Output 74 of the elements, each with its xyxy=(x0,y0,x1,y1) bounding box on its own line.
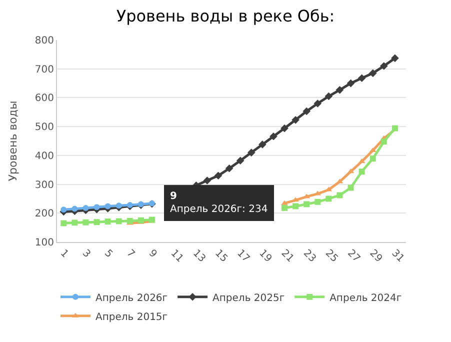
y-tick-label: 200 xyxy=(34,208,54,220)
x-tick-label: 31 xyxy=(389,248,406,265)
point xyxy=(380,138,387,145)
point xyxy=(104,203,111,210)
x-tick-label: 7 xyxy=(124,248,137,260)
point xyxy=(380,62,388,70)
point xyxy=(60,220,67,226)
y-tick-label: 300 xyxy=(34,180,54,191)
point xyxy=(94,219,100,226)
x-tick-label: 19 xyxy=(256,248,274,265)
x-tick-label: 23 xyxy=(300,248,318,265)
point xyxy=(270,132,278,140)
x-tick-label: 9 xyxy=(146,248,159,260)
point xyxy=(304,201,310,208)
x-tick-label: 15 xyxy=(212,248,230,265)
point xyxy=(314,198,321,205)
y-tick-label: 400 xyxy=(34,150,54,162)
legend-label: Апрель 2024г xyxy=(330,292,402,304)
x-tick-label: 13 xyxy=(190,248,208,265)
point xyxy=(292,116,300,124)
x-tick-label: 3 xyxy=(80,248,92,260)
point xyxy=(358,74,366,82)
point xyxy=(247,148,256,156)
point xyxy=(203,176,212,184)
y-tick-label: 100 xyxy=(34,238,54,248)
point xyxy=(358,168,365,175)
y-tick-label: 600 xyxy=(34,93,54,104)
point xyxy=(292,203,299,210)
y-tick-label: 500 xyxy=(34,122,54,134)
x-tick-label: 27 xyxy=(345,248,362,265)
point xyxy=(60,206,67,213)
point xyxy=(94,204,100,210)
point xyxy=(326,196,332,202)
point xyxy=(82,219,89,226)
point xyxy=(116,218,122,224)
legend-label: Апрель 2026г xyxy=(96,292,168,304)
x-tick-label: 11 xyxy=(168,248,186,265)
point xyxy=(126,218,133,224)
legend-label: Апрель 2015г xyxy=(96,312,168,323)
legend-label: Апрель 2025г xyxy=(212,292,285,304)
point xyxy=(280,124,288,132)
point xyxy=(368,69,377,78)
point xyxy=(258,140,266,148)
annotation: Апрель 2026г: 234 xyxy=(170,204,268,215)
point xyxy=(104,218,111,225)
point xyxy=(336,192,343,198)
point xyxy=(214,172,222,180)
annotation: 9 xyxy=(170,191,177,202)
point xyxy=(116,202,122,209)
point xyxy=(348,184,354,191)
x-tick-label: 5 xyxy=(102,248,114,260)
point xyxy=(82,204,89,211)
point xyxy=(336,86,344,94)
chart-title: Уровень воды в реке Обь: xyxy=(116,6,335,26)
x-tick-label: 25 xyxy=(323,248,340,265)
point xyxy=(314,100,322,108)
y-tick-label: 800 xyxy=(34,36,54,46)
point xyxy=(72,220,78,226)
point xyxy=(236,156,244,165)
point xyxy=(282,204,288,211)
point xyxy=(302,107,310,116)
x-tick-label: 1 xyxy=(58,248,70,260)
point xyxy=(346,79,355,88)
point xyxy=(281,200,288,205)
y-tick-label: 700 xyxy=(34,64,54,76)
point xyxy=(225,164,234,172)
point xyxy=(324,92,333,100)
y-axis-title: Уровень воды xyxy=(6,100,20,182)
point xyxy=(72,206,78,212)
x-tick-label: 21 xyxy=(278,248,296,265)
x-tick-label: 29 xyxy=(367,248,384,265)
point xyxy=(370,156,376,162)
point xyxy=(391,54,399,62)
x-tick-label: 17 xyxy=(234,248,252,265)
